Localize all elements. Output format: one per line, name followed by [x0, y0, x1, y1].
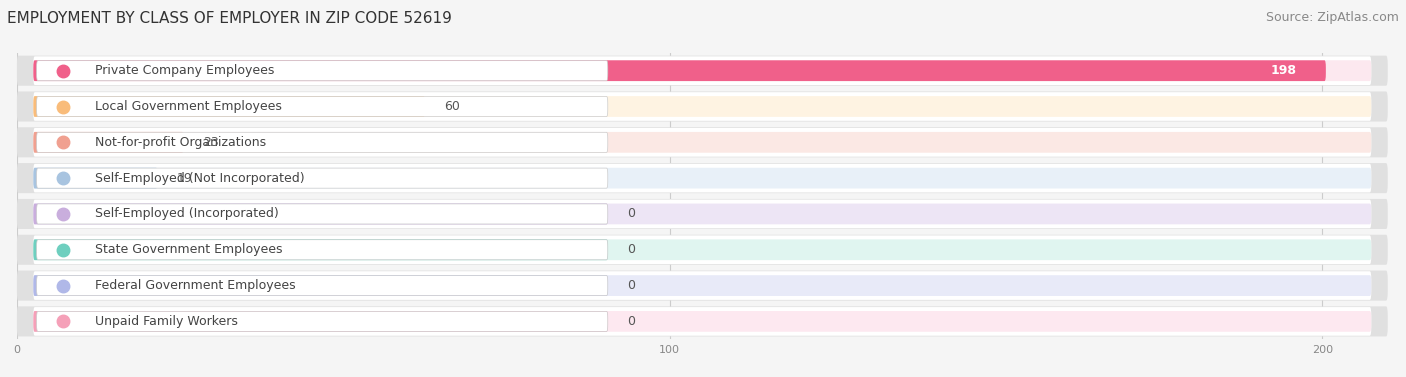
Text: 19: 19: [177, 172, 193, 185]
FancyBboxPatch shape: [34, 275, 1371, 296]
FancyBboxPatch shape: [37, 132, 607, 152]
FancyBboxPatch shape: [37, 61, 607, 81]
FancyBboxPatch shape: [34, 96, 1371, 117]
FancyBboxPatch shape: [34, 168, 157, 188]
FancyBboxPatch shape: [34, 307, 1371, 336]
FancyBboxPatch shape: [34, 271, 1371, 300]
FancyBboxPatch shape: [34, 132, 1371, 153]
Text: Self-Employed (Not Incorporated): Self-Employed (Not Incorporated): [96, 172, 305, 185]
FancyBboxPatch shape: [34, 60, 1326, 81]
FancyBboxPatch shape: [34, 57, 1371, 85]
FancyBboxPatch shape: [34, 239, 607, 260]
Text: 0: 0: [627, 315, 636, 328]
FancyBboxPatch shape: [34, 311, 607, 332]
FancyBboxPatch shape: [34, 204, 607, 224]
FancyBboxPatch shape: [17, 92, 1388, 121]
FancyBboxPatch shape: [34, 128, 1371, 157]
FancyBboxPatch shape: [37, 276, 607, 296]
FancyBboxPatch shape: [37, 240, 607, 260]
FancyBboxPatch shape: [34, 239, 1371, 260]
FancyBboxPatch shape: [37, 311, 607, 331]
FancyBboxPatch shape: [37, 168, 607, 188]
FancyBboxPatch shape: [34, 204, 1371, 224]
FancyBboxPatch shape: [17, 271, 1388, 300]
FancyBboxPatch shape: [34, 92, 1371, 121]
Text: 0: 0: [627, 207, 636, 221]
Text: 60: 60: [444, 100, 460, 113]
FancyBboxPatch shape: [34, 200, 1371, 228]
Text: Private Company Employees: Private Company Employees: [96, 64, 274, 77]
FancyBboxPatch shape: [17, 199, 1388, 229]
FancyBboxPatch shape: [34, 60, 1371, 81]
FancyBboxPatch shape: [34, 311, 1371, 332]
FancyBboxPatch shape: [37, 97, 607, 116]
Text: Local Government Employees: Local Government Employees: [96, 100, 283, 113]
Text: Not-for-profit Organizations: Not-for-profit Organizations: [96, 136, 267, 149]
FancyBboxPatch shape: [34, 235, 1371, 264]
Text: 0: 0: [627, 279, 636, 292]
Text: Source: ZipAtlas.com: Source: ZipAtlas.com: [1265, 11, 1399, 24]
FancyBboxPatch shape: [17, 307, 1388, 336]
FancyBboxPatch shape: [34, 275, 607, 296]
Text: 0: 0: [627, 243, 636, 256]
FancyBboxPatch shape: [17, 163, 1388, 193]
FancyBboxPatch shape: [17, 235, 1388, 265]
FancyBboxPatch shape: [37, 204, 607, 224]
Text: Federal Government Employees: Federal Government Employees: [96, 279, 295, 292]
Text: 23: 23: [202, 136, 219, 149]
FancyBboxPatch shape: [34, 168, 1371, 188]
FancyBboxPatch shape: [34, 132, 183, 153]
Text: Unpaid Family Workers: Unpaid Family Workers: [96, 315, 238, 328]
FancyBboxPatch shape: [34, 96, 425, 117]
FancyBboxPatch shape: [17, 56, 1388, 86]
Text: 198: 198: [1271, 64, 1296, 77]
Text: Self-Employed (Incorporated): Self-Employed (Incorporated): [96, 207, 278, 221]
Text: State Government Employees: State Government Employees: [96, 243, 283, 256]
FancyBboxPatch shape: [17, 127, 1388, 157]
Text: EMPLOYMENT BY CLASS OF EMPLOYER IN ZIP CODE 52619: EMPLOYMENT BY CLASS OF EMPLOYER IN ZIP C…: [7, 11, 451, 26]
FancyBboxPatch shape: [34, 164, 1371, 193]
